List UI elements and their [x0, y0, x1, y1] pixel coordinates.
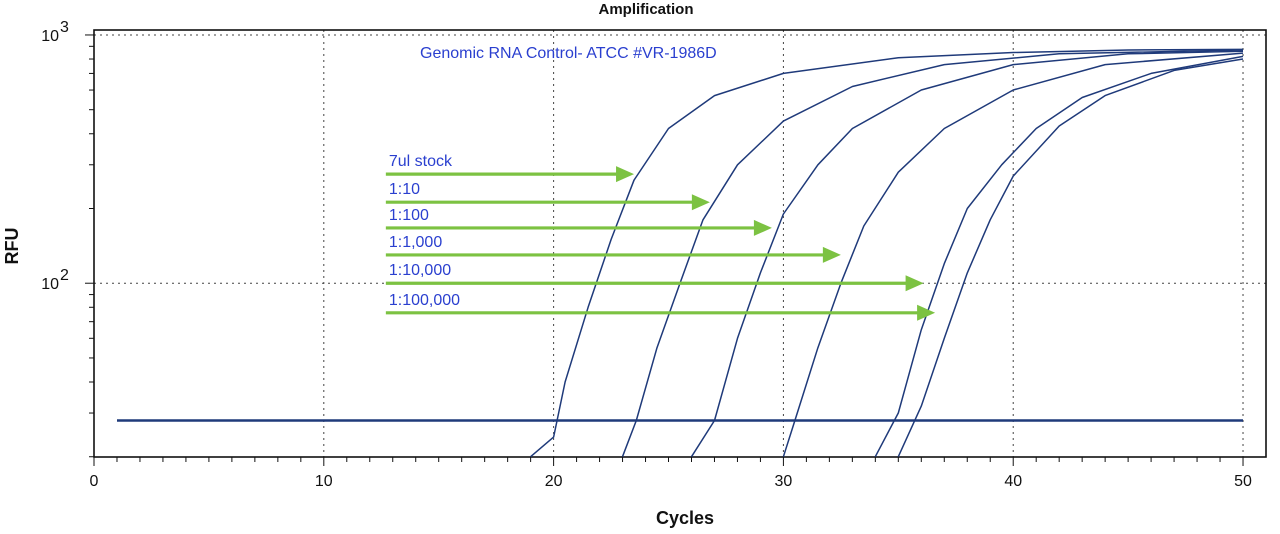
plot-frame	[93, 29, 1267, 458]
x-axis-label: Cycles	[656, 508, 714, 528]
y-axis-label: RFU	[2, 228, 22, 265]
grid	[94, 30, 1266, 457]
x-tick-label: 50	[1234, 473, 1252, 490]
dilution-arrow: 1:100	[385, 207, 772, 236]
dilution-label: 1:10	[389, 181, 420, 198]
dilution-label: 1:100	[389, 207, 429, 224]
amplification-curve	[897, 58, 1244, 458]
amplification-curve	[530, 48, 1244, 458]
arrow-head	[691, 194, 710, 211]
y-tick-label: 102	[41, 267, 69, 293]
series-lines	[117, 48, 1244, 458]
y-tick-label-exponent: 2	[60, 267, 69, 284]
dilution-arrows: 7ul stock 1:10 1:100 1:1,000 1:10,000 1:100,0…	[385, 153, 936, 321]
x-tick-label: 20	[545, 473, 563, 490]
annotation-note: Genomic RNA Control- ATCC #VR-1986D	[420, 45, 717, 62]
x-tick-labels: 0 10 20 30 40 50	[90, 473, 1252, 490]
dilution-label: 1:10,000	[389, 262, 451, 279]
amplification-curve	[782, 52, 1244, 457]
dilution-label: 7ul stock	[389, 153, 453, 170]
axis-ticks	[85, 34, 1244, 466]
amplification-curve	[621, 49, 1244, 457]
arrow-head	[905, 275, 924, 292]
dilution-label: 1:1,000	[389, 234, 442, 251]
x-tick-label: 40	[1004, 473, 1022, 490]
arrow-head	[822, 246, 841, 263]
arrow-head	[917, 304, 936, 321]
x-tick-label: 10	[315, 473, 333, 490]
dilution-label: 1:100,000	[389, 292, 460, 309]
chart-title: Amplification	[598, 1, 693, 18]
y-tick-label: 103	[41, 19, 69, 45]
amplification-curve	[690, 50, 1244, 458]
amplification-curve	[874, 55, 1244, 458]
y-tick-label-base: 10	[41, 276, 59, 293]
y-tick-label-exponent: 3	[60, 19, 69, 36]
dilution-arrow: 7ul stock	[385, 153, 635, 183]
arrow-head	[753, 219, 772, 236]
y-tick-label-base: 10	[41, 28, 59, 45]
dilution-arrow: 1:1,000	[385, 234, 841, 263]
dilution-arrow: 1:100,000	[385, 292, 936, 321]
arrow-head	[616, 166, 635, 183]
x-tick-label: 30	[775, 473, 793, 490]
dilution-arrow: 1:10	[385, 181, 710, 211]
x-tick-label: 0	[90, 473, 99, 490]
dilution-arrow: 1:10,000	[385, 262, 924, 292]
